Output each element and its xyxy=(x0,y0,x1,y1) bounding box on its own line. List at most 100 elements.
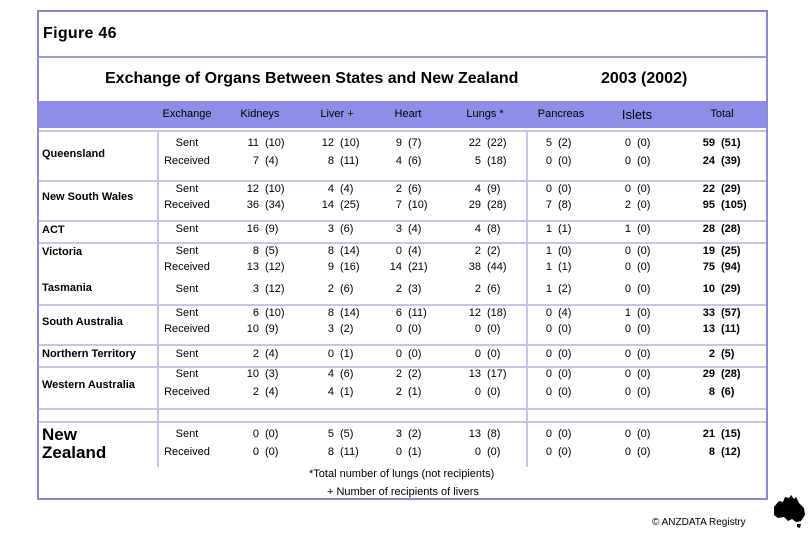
cell-l: 2 (6) xyxy=(314,283,384,295)
cell-prev-value: (0) xyxy=(487,446,501,458)
cell-value: 0 xyxy=(624,155,631,167)
cell-prev-value: (0) xyxy=(558,323,572,335)
state-label: New Zealand xyxy=(42,425,107,462)
cell-prev-value: (0) xyxy=(558,368,572,380)
cell-prev-value: (0) xyxy=(558,428,572,440)
cell-prev-value: (0) xyxy=(637,348,651,360)
cell-p: 7 (8) xyxy=(532,199,602,211)
cell-l: 9 (16) xyxy=(314,261,384,273)
cell-prev-value: (29) xyxy=(721,183,741,195)
cell-value: 0 xyxy=(545,307,552,319)
cell-exchange: Received xyxy=(164,199,210,211)
table-row: Sent 10 (3) 4 (6) 2 (2) 13 (17) 0 (0) 0 (0) 29 (28) xyxy=(39,368,766,382)
cell-p: 0 (0) xyxy=(532,386,602,398)
cell-h: 2 (1) xyxy=(382,386,452,398)
cell-prev-value: (29) xyxy=(721,283,741,295)
cell-h: 0 (0) xyxy=(382,348,452,360)
cell-l: 3 (6) xyxy=(314,223,384,235)
table-row: Sent 8 (5) 8 (14) 0 (4) 2 (2) 1 (0) 0 (0) 19 (25) xyxy=(39,245,766,259)
cell-value: 2 xyxy=(327,283,334,295)
cell-i: 0 (0) xyxy=(611,137,681,149)
table-row: Sent 2 (4) 0 (1) 0 (0) 0 (0) 0 (0) 0 (0) 2 (5) xyxy=(39,348,766,362)
cell-value: 4 xyxy=(395,155,402,167)
cell-value: 0 xyxy=(327,348,334,360)
title-separator xyxy=(39,56,766,58)
cell-p: 1 (0) xyxy=(532,245,602,257)
cell-prev-value: (0) xyxy=(637,199,651,211)
cell-h: 4 (6) xyxy=(382,155,452,167)
state-label: ACT xyxy=(42,224,65,236)
cell-lu: 0 (0) xyxy=(461,348,531,360)
cell-prev-value: (1) xyxy=(340,348,354,360)
cell-lu: 5 (18) xyxy=(461,155,531,167)
cell-value: 0 xyxy=(624,283,631,295)
row-separator xyxy=(39,242,766,244)
cell-prev-value: (8) xyxy=(487,428,501,440)
table-row: Received 7 (4) 8 (11) 4 (6) 5 (18) 0 (0) 0 (0) 24 (39) xyxy=(39,155,766,169)
cell-prev-value: (6) xyxy=(340,283,354,295)
cell-value: 0 xyxy=(624,446,631,458)
cell-prev-value: (4) xyxy=(408,223,422,235)
cell-k: 16 (9) xyxy=(239,223,309,235)
table-row: Received 36 (34) 14 (25) 7 (10) 29 (28) 7 (8) 2 (0) 9… xyxy=(39,199,766,213)
cell-value: 0 xyxy=(624,261,631,273)
cell-value: 59 xyxy=(702,137,715,149)
cell-value: 0 xyxy=(545,368,552,380)
cell-prev-value: (0) xyxy=(637,261,651,273)
cell-prev-value: (11) xyxy=(340,446,359,458)
cell-prev-value: (5) xyxy=(340,428,354,440)
cell-prev-value: (6) xyxy=(408,183,422,195)
cell-value: 0 xyxy=(545,386,552,398)
cell-p: 1 (1) xyxy=(532,261,602,273)
cell-value: 0 xyxy=(545,323,552,335)
cell-l: 14 (25) xyxy=(314,199,384,211)
cell-lu: 0 (0) xyxy=(461,446,531,458)
cell-prev-value: (10) xyxy=(265,307,285,319)
col-header-lungs: Lungs * xyxy=(466,108,504,120)
cell-prev-value: (6) xyxy=(340,223,354,235)
cell-prev-value: (6) xyxy=(487,283,501,295)
col-header-liver: Liver + xyxy=(320,108,354,120)
title-row: Exchange of Organs Between States and Ne… xyxy=(39,66,766,102)
cell-prev-value: (4) xyxy=(265,348,279,360)
cell-prev-value: (11) xyxy=(408,307,427,319)
cell-prev-value: (0) xyxy=(558,386,572,398)
year-label: 2003 (2002) xyxy=(601,70,688,87)
cell-lu: 4 (8) xyxy=(461,223,531,235)
cell-l: 8 (11) xyxy=(314,446,384,458)
cell-value: 3 xyxy=(327,223,334,235)
cell-value: 9 xyxy=(395,137,402,149)
cell-lu: 0 (0) xyxy=(461,323,531,335)
cell-exchange: Sent xyxy=(175,307,199,319)
cell-value: 14 xyxy=(389,261,402,273)
cell-value: 13 xyxy=(702,323,715,335)
cell-value: 0 xyxy=(395,348,402,360)
cell-value: 5 xyxy=(474,155,481,167)
cell-value: 5 xyxy=(327,428,334,440)
cell-lu: 12 (18) xyxy=(461,307,531,319)
cell-lu: 0 (0) xyxy=(461,386,531,398)
cell-value: 0 xyxy=(474,348,481,360)
cell-t: 75 (94) xyxy=(695,261,765,273)
footnote-lungs: *Total number of lungs (not recipients) xyxy=(309,468,495,480)
cell-prev-value: (9) xyxy=(265,323,279,335)
cell-value: 2 xyxy=(252,386,259,398)
cell-prev-value: (3) xyxy=(265,368,279,380)
cell-value: 3 xyxy=(395,428,402,440)
cell-value: 4 xyxy=(327,386,334,398)
cell-t: 59 (51) xyxy=(695,137,765,149)
cell-prev-value: (0) xyxy=(265,428,279,440)
cell-t: 29 (28) xyxy=(695,368,765,380)
table-row: Sent 3 (12) 2 (6) 2 (3) 2 (6) 1 (2) 0 (0) 10 (29) xyxy=(39,283,766,297)
cell-value: 0 xyxy=(474,386,481,398)
cell-prev-value: (0) xyxy=(637,283,651,295)
cell-i: 0 (0) xyxy=(611,428,681,440)
cell-prev-value: (6) xyxy=(340,368,354,380)
australia-map-icon xyxy=(770,493,808,534)
cell-k: 0 (0) xyxy=(239,446,309,458)
cell-k: 2 (4) xyxy=(239,348,309,360)
cell-i: 0 (0) xyxy=(611,261,681,273)
cell-prev-value: (105) xyxy=(721,199,747,211)
cell-value: 1 xyxy=(545,245,552,257)
cell-value: 6 xyxy=(395,307,402,319)
